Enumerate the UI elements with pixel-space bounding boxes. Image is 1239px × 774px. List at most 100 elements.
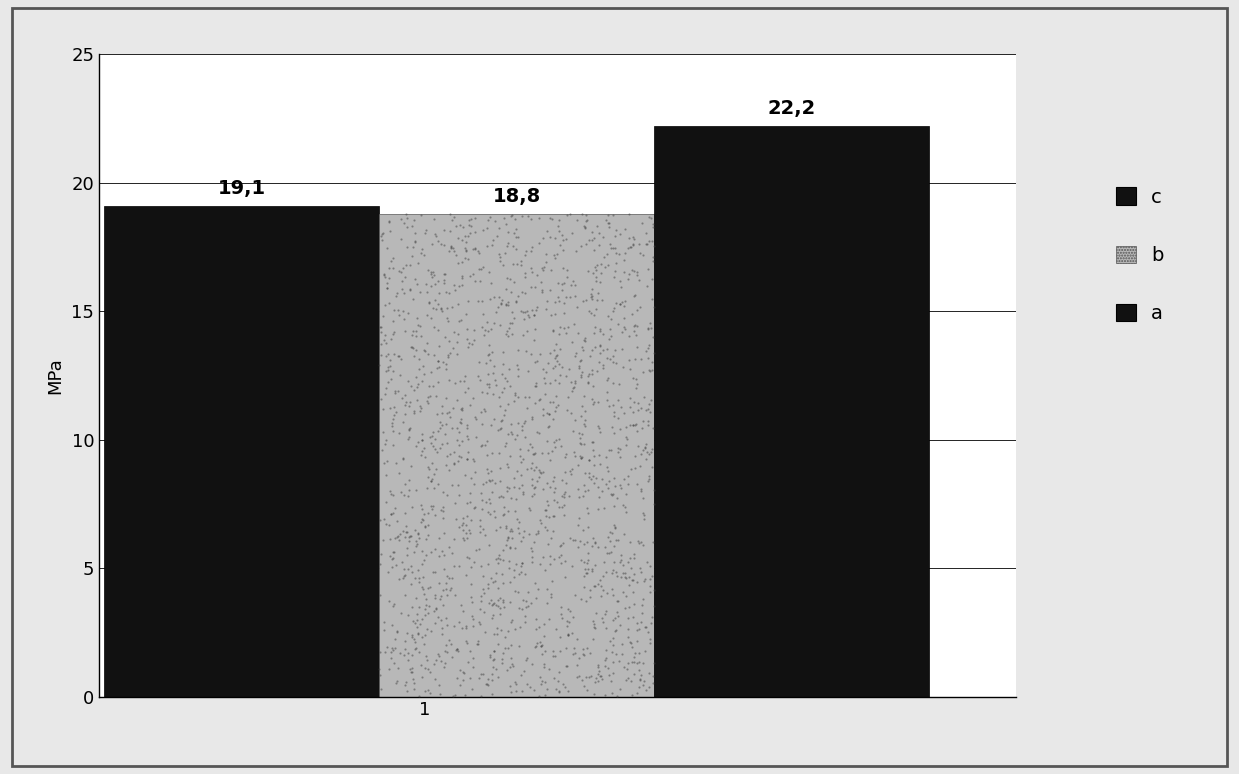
Point xyxy=(590,340,610,352)
Point xyxy=(502,687,522,699)
Point xyxy=(425,293,445,306)
Point xyxy=(522,598,541,610)
Point xyxy=(473,668,493,680)
Point xyxy=(491,414,510,426)
Point xyxy=(410,353,430,365)
Point xyxy=(603,656,623,668)
Point xyxy=(461,270,481,283)
Point xyxy=(510,566,530,578)
Point xyxy=(514,665,534,677)
Point xyxy=(533,402,553,415)
Point xyxy=(623,419,643,431)
Point xyxy=(633,507,653,519)
Point xyxy=(589,286,608,299)
Point xyxy=(445,377,465,389)
Point xyxy=(445,326,465,338)
Point xyxy=(582,533,602,545)
Point xyxy=(408,312,427,324)
Point xyxy=(641,632,660,645)
Point xyxy=(394,649,414,661)
Point xyxy=(461,213,481,225)
Point xyxy=(613,265,633,278)
Point xyxy=(560,207,580,220)
Point xyxy=(384,656,404,669)
Point xyxy=(515,267,535,279)
Point xyxy=(510,456,530,468)
Point xyxy=(447,393,467,406)
Point xyxy=(603,399,623,411)
Point xyxy=(435,657,455,670)
Point xyxy=(451,403,471,416)
Point xyxy=(617,433,637,445)
Point xyxy=(418,683,437,696)
Point xyxy=(385,642,405,655)
Point xyxy=(556,232,576,245)
Point xyxy=(587,396,607,408)
Point xyxy=(615,601,634,614)
Point xyxy=(626,329,646,341)
Point xyxy=(503,240,523,252)
Point xyxy=(574,390,593,402)
Point xyxy=(479,339,499,351)
Point xyxy=(411,581,431,594)
Point xyxy=(581,307,601,319)
Point xyxy=(525,622,545,635)
Point xyxy=(379,216,399,228)
Point xyxy=(575,335,595,348)
Point xyxy=(374,388,394,400)
Point xyxy=(491,423,510,436)
Point xyxy=(601,488,621,500)
Point xyxy=(486,477,506,489)
Point xyxy=(572,674,592,687)
Point xyxy=(585,537,605,550)
Point xyxy=(587,294,607,307)
Point xyxy=(641,322,660,334)
Point xyxy=(546,389,566,402)
Point xyxy=(548,399,567,411)
Point xyxy=(484,628,504,640)
Point xyxy=(532,517,551,529)
Legend: c, b, a: c, b, a xyxy=(1109,180,1171,331)
Point xyxy=(372,548,392,560)
Point xyxy=(637,556,657,568)
Point xyxy=(538,447,558,459)
Point xyxy=(513,557,533,569)
Point xyxy=(478,539,498,551)
Point xyxy=(569,652,589,664)
Point xyxy=(563,227,582,239)
Point xyxy=(575,563,595,576)
Point xyxy=(434,505,453,517)
Point xyxy=(613,586,633,598)
Point xyxy=(538,499,558,512)
Bar xyxy=(654,126,929,697)
Point xyxy=(632,422,652,434)
Point xyxy=(615,253,634,265)
Bar xyxy=(104,206,379,697)
Point xyxy=(424,320,444,333)
Point xyxy=(563,385,582,397)
Point xyxy=(513,420,533,432)
Point xyxy=(585,327,605,339)
Point xyxy=(375,437,395,450)
Point xyxy=(442,571,462,584)
Point xyxy=(488,300,508,313)
Point xyxy=(534,618,554,630)
Point xyxy=(375,469,395,481)
Point xyxy=(548,349,567,361)
Point xyxy=(618,557,638,569)
Point xyxy=(424,482,444,495)
Point xyxy=(419,296,439,309)
Point xyxy=(434,238,453,251)
Point xyxy=(497,522,517,534)
Point xyxy=(637,227,657,239)
Point xyxy=(607,606,627,618)
Point xyxy=(429,355,449,368)
Point xyxy=(462,683,482,695)
Point xyxy=(488,638,508,650)
Point xyxy=(551,278,571,290)
Point xyxy=(540,231,560,244)
Point xyxy=(618,631,638,643)
Point xyxy=(447,422,467,434)
Point xyxy=(513,603,533,615)
Point xyxy=(482,486,502,498)
